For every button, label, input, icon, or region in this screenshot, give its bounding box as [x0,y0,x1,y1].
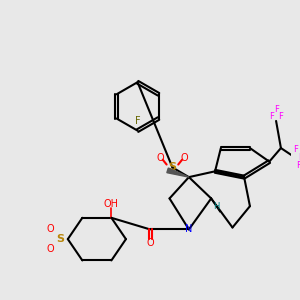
Text: OH: OH [104,199,119,209]
Text: O: O [46,244,54,254]
Text: F: F [278,112,284,121]
Text: N: N [185,224,193,234]
Text: O: O [46,224,54,234]
Text: O: O [157,153,165,163]
Text: F: F [135,116,140,126]
Text: F: F [293,146,298,154]
Text: F: F [298,153,300,162]
Polygon shape [167,168,189,177]
Text: O: O [180,153,188,163]
Text: O: O [146,238,154,248]
Text: F: F [274,105,278,114]
Text: H: H [213,202,219,211]
Text: F: F [296,161,300,170]
Text: F: F [269,112,274,121]
Text: S: S [168,162,176,172]
Text: S: S [56,234,64,244]
